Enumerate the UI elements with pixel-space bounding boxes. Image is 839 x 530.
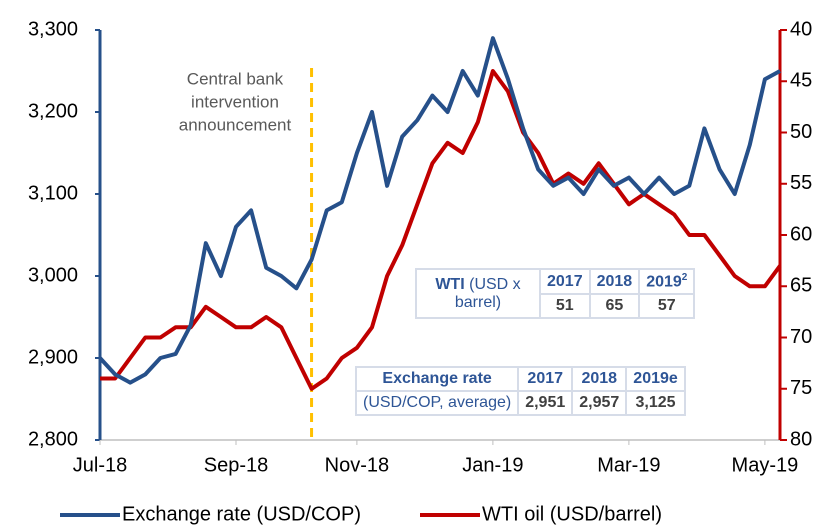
y-tick-label: 3,100 [28, 182, 78, 204]
table-header: 20192 [638, 267, 696, 296]
x-tick-label: Sep-18 [204, 454, 269, 476]
x-tick-label: May-19 [732, 454, 799, 476]
fx-table: Exchange rate 2017 2018 2019e (USD/COP, … [354, 366, 686, 416]
y2-tick-label: 50 [790, 121, 812, 143]
series-line [98, 36, 781, 385]
x-tick-label: Jan-19 [462, 454, 523, 476]
table-value: 65 [588, 293, 641, 320]
x-tick-label: Nov-18 [325, 454, 389, 476]
y-tick-label: 3,200 [28, 100, 78, 122]
y2-tick-label: 40 [790, 18, 812, 40]
x-tick-label: Mar-19 [597, 454, 660, 476]
y2-tick-label: 80 [790, 428, 812, 450]
table-value: 57 [638, 293, 696, 320]
y2-tick-label: 75 [790, 377, 812, 399]
table-label-bold: WTI [435, 275, 465, 293]
series-line [100, 69, 782, 391]
y2-tick-label: 60 [790, 223, 812, 245]
table-value: 2,951 [517, 390, 574, 416]
table-label-bold: Exchange rate [354, 366, 520, 392]
y-tick-label: 2,900 [28, 346, 78, 368]
legend-label: Exchange rate (USD/COP) [122, 503, 361, 525]
table-header: 2017 [539, 267, 591, 296]
y-tick-label: 3,000 [28, 264, 78, 286]
y2-tick-label: 45 [790, 70, 812, 92]
table-header: 2018 [588, 267, 641, 296]
table-note: 2 [681, 272, 688, 283]
y2-tick-label: 65 [790, 275, 812, 297]
y-tick-label: 2,800 [28, 428, 78, 450]
table-header-text: 2019 [646, 273, 682, 291]
y2-tick-label: 55 [790, 172, 812, 194]
annotation: announcement [179, 115, 292, 134]
table-value: 2,957 [571, 390, 628, 416]
table-header: 2017 [517, 366, 574, 392]
table-value: 3,125 [625, 390, 686, 416]
table-label-text: (USD/COP, average) [354, 390, 520, 416]
annotation: Central bank [187, 69, 284, 88]
y-tick-label: 3,300 [28, 18, 78, 40]
table-label: WTI (USD x barrel) [415, 267, 541, 320]
table-header: 2019e [625, 366, 686, 392]
y2-tick-label: 70 [790, 326, 812, 348]
table-label-text: (USD x barrel) [454, 275, 521, 311]
table-value: 51 [539, 293, 591, 320]
wti-table: WTI (USD x barrel) 2017 2018 20192 51 65… [415, 267, 696, 320]
table-header: 2018 [571, 366, 628, 392]
x-tick-label: Jul-18 [73, 454, 127, 476]
annotation: intervention [191, 92, 279, 111]
legend-label: WTI oil (USD/barrel) [482, 503, 662, 525]
